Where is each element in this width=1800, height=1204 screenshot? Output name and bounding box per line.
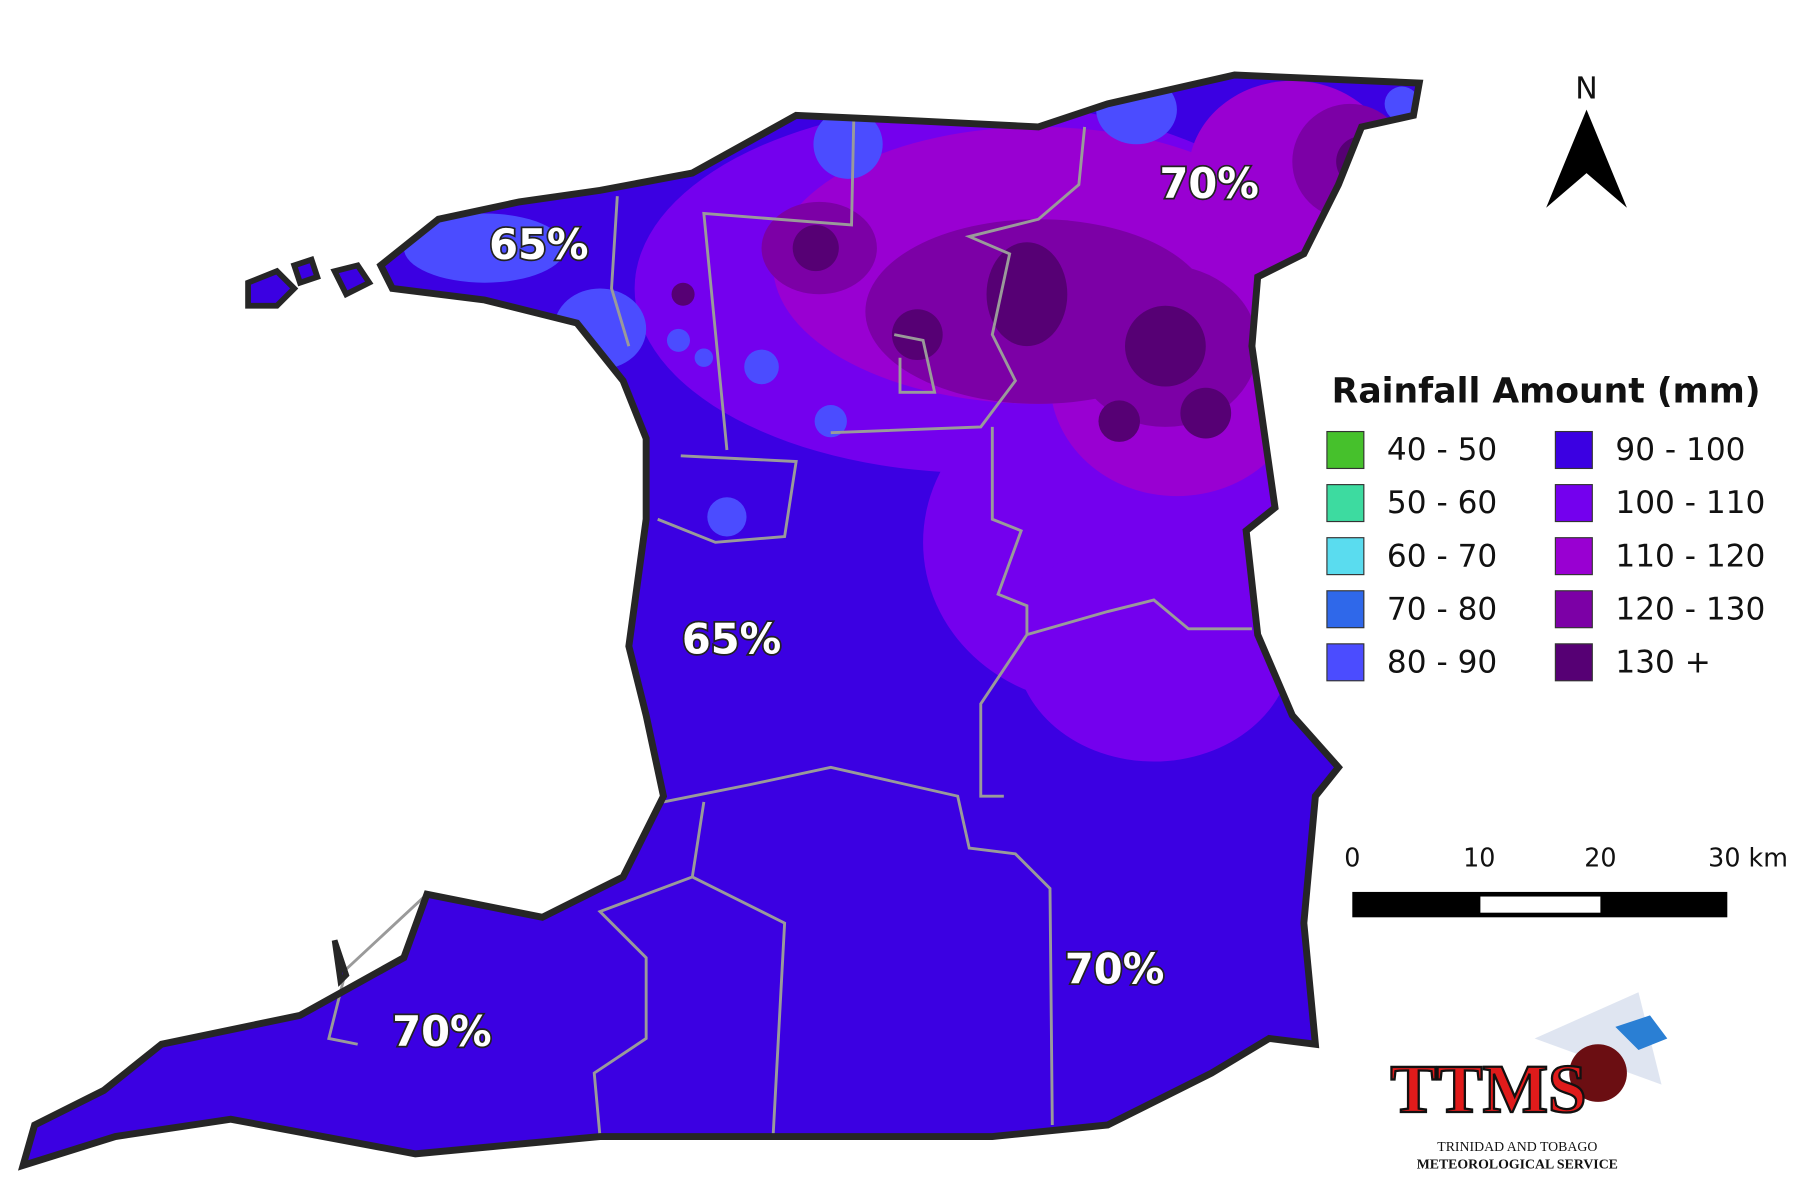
legend-label: 90 - 100: [1615, 432, 1745, 468]
north-arrow: [1546, 109, 1627, 208]
rainfall-zone: [792, 225, 839, 272]
rainfall-zone: [694, 348, 714, 367]
rainfall-zone: [1096, 75, 1177, 145]
logo-line: TRINIDAD AND TOBAGO: [1437, 1139, 1597, 1154]
legend-label: 50 - 60: [1387, 485, 1497, 521]
rainfall-zone: [671, 282, 695, 306]
scale-label: 0: [1344, 843, 1360, 873]
legend-label: 120 - 130: [1615, 591, 1765, 627]
scale-label: 30 km: [1708, 843, 1788, 873]
legend-swatch: [1554, 643, 1593, 682]
map-label: 65%: [682, 615, 781, 664]
legend-swatch: [1554, 430, 1593, 470]
legend-swatch: [1554, 590, 1593, 629]
legend-label: 70 - 80: [1387, 591, 1497, 627]
legend-label: 40 - 50: [1387, 432, 1497, 468]
legend-swatch: [1326, 430, 1365, 470]
legend-swatch: [1326, 484, 1365, 523]
rainfall-zone: [1180, 387, 1232, 439]
rainfall-zone: [986, 242, 1068, 347]
boundaries: [327, 115, 1252, 1137]
scale-label: 20: [1584, 843, 1616, 873]
rainfall-zone: [744, 349, 779, 385]
legend-swatch: [1326, 537, 1365, 576]
legend-swatch: [1554, 484, 1593, 523]
scale-bar-segment: [1480, 896, 1601, 913]
tobago-islets: [245, 255, 374, 987]
map-label: 70%: [1065, 945, 1164, 994]
rainfall-zone: [1098, 400, 1140, 442]
logo: TTMS TRINIDAD AND TOBAGO METEOROLOGICAL …: [1389, 992, 1668, 1172]
legend-swatch: [1554, 537, 1593, 576]
rainfall-zone: [666, 328, 690, 352]
legend-swatch: [1326, 590, 1365, 629]
legend-label: 100 - 110: [1615, 485, 1765, 521]
rainfall-zone: [403, 213, 566, 283]
legend-label: 60 - 70: [1387, 538, 1497, 574]
map-label: 70%: [1160, 159, 1259, 208]
logo-line: METEOROLOGICAL SERVICE: [1417, 1157, 1618, 1172]
north-label: N: [1575, 72, 1597, 107]
rainfall-zone: [891, 309, 943, 360]
map-label: 70%: [392, 1007, 491, 1056]
legend-swatch: [1326, 643, 1365, 682]
rainfall-zone: [814, 405, 847, 438]
logo-name: TTMS: [1390, 1050, 1586, 1127]
legend-label: 110 - 120: [1615, 538, 1765, 574]
rainfall-zone: [1125, 305, 1206, 387]
legend-label: 130 +: [1615, 644, 1710, 680]
rainfall-zone: [707, 497, 747, 537]
rainfall-zone: [813, 109, 883, 179]
rainfall-zone: [1015, 530, 1293, 762]
legend-title: Rainfall Amount (mm): [1332, 371, 1761, 411]
scale-label: 10: [1463, 843, 1495, 873]
map-label: 65%: [489, 220, 588, 269]
legend-label: 80 - 90: [1387, 644, 1497, 680]
